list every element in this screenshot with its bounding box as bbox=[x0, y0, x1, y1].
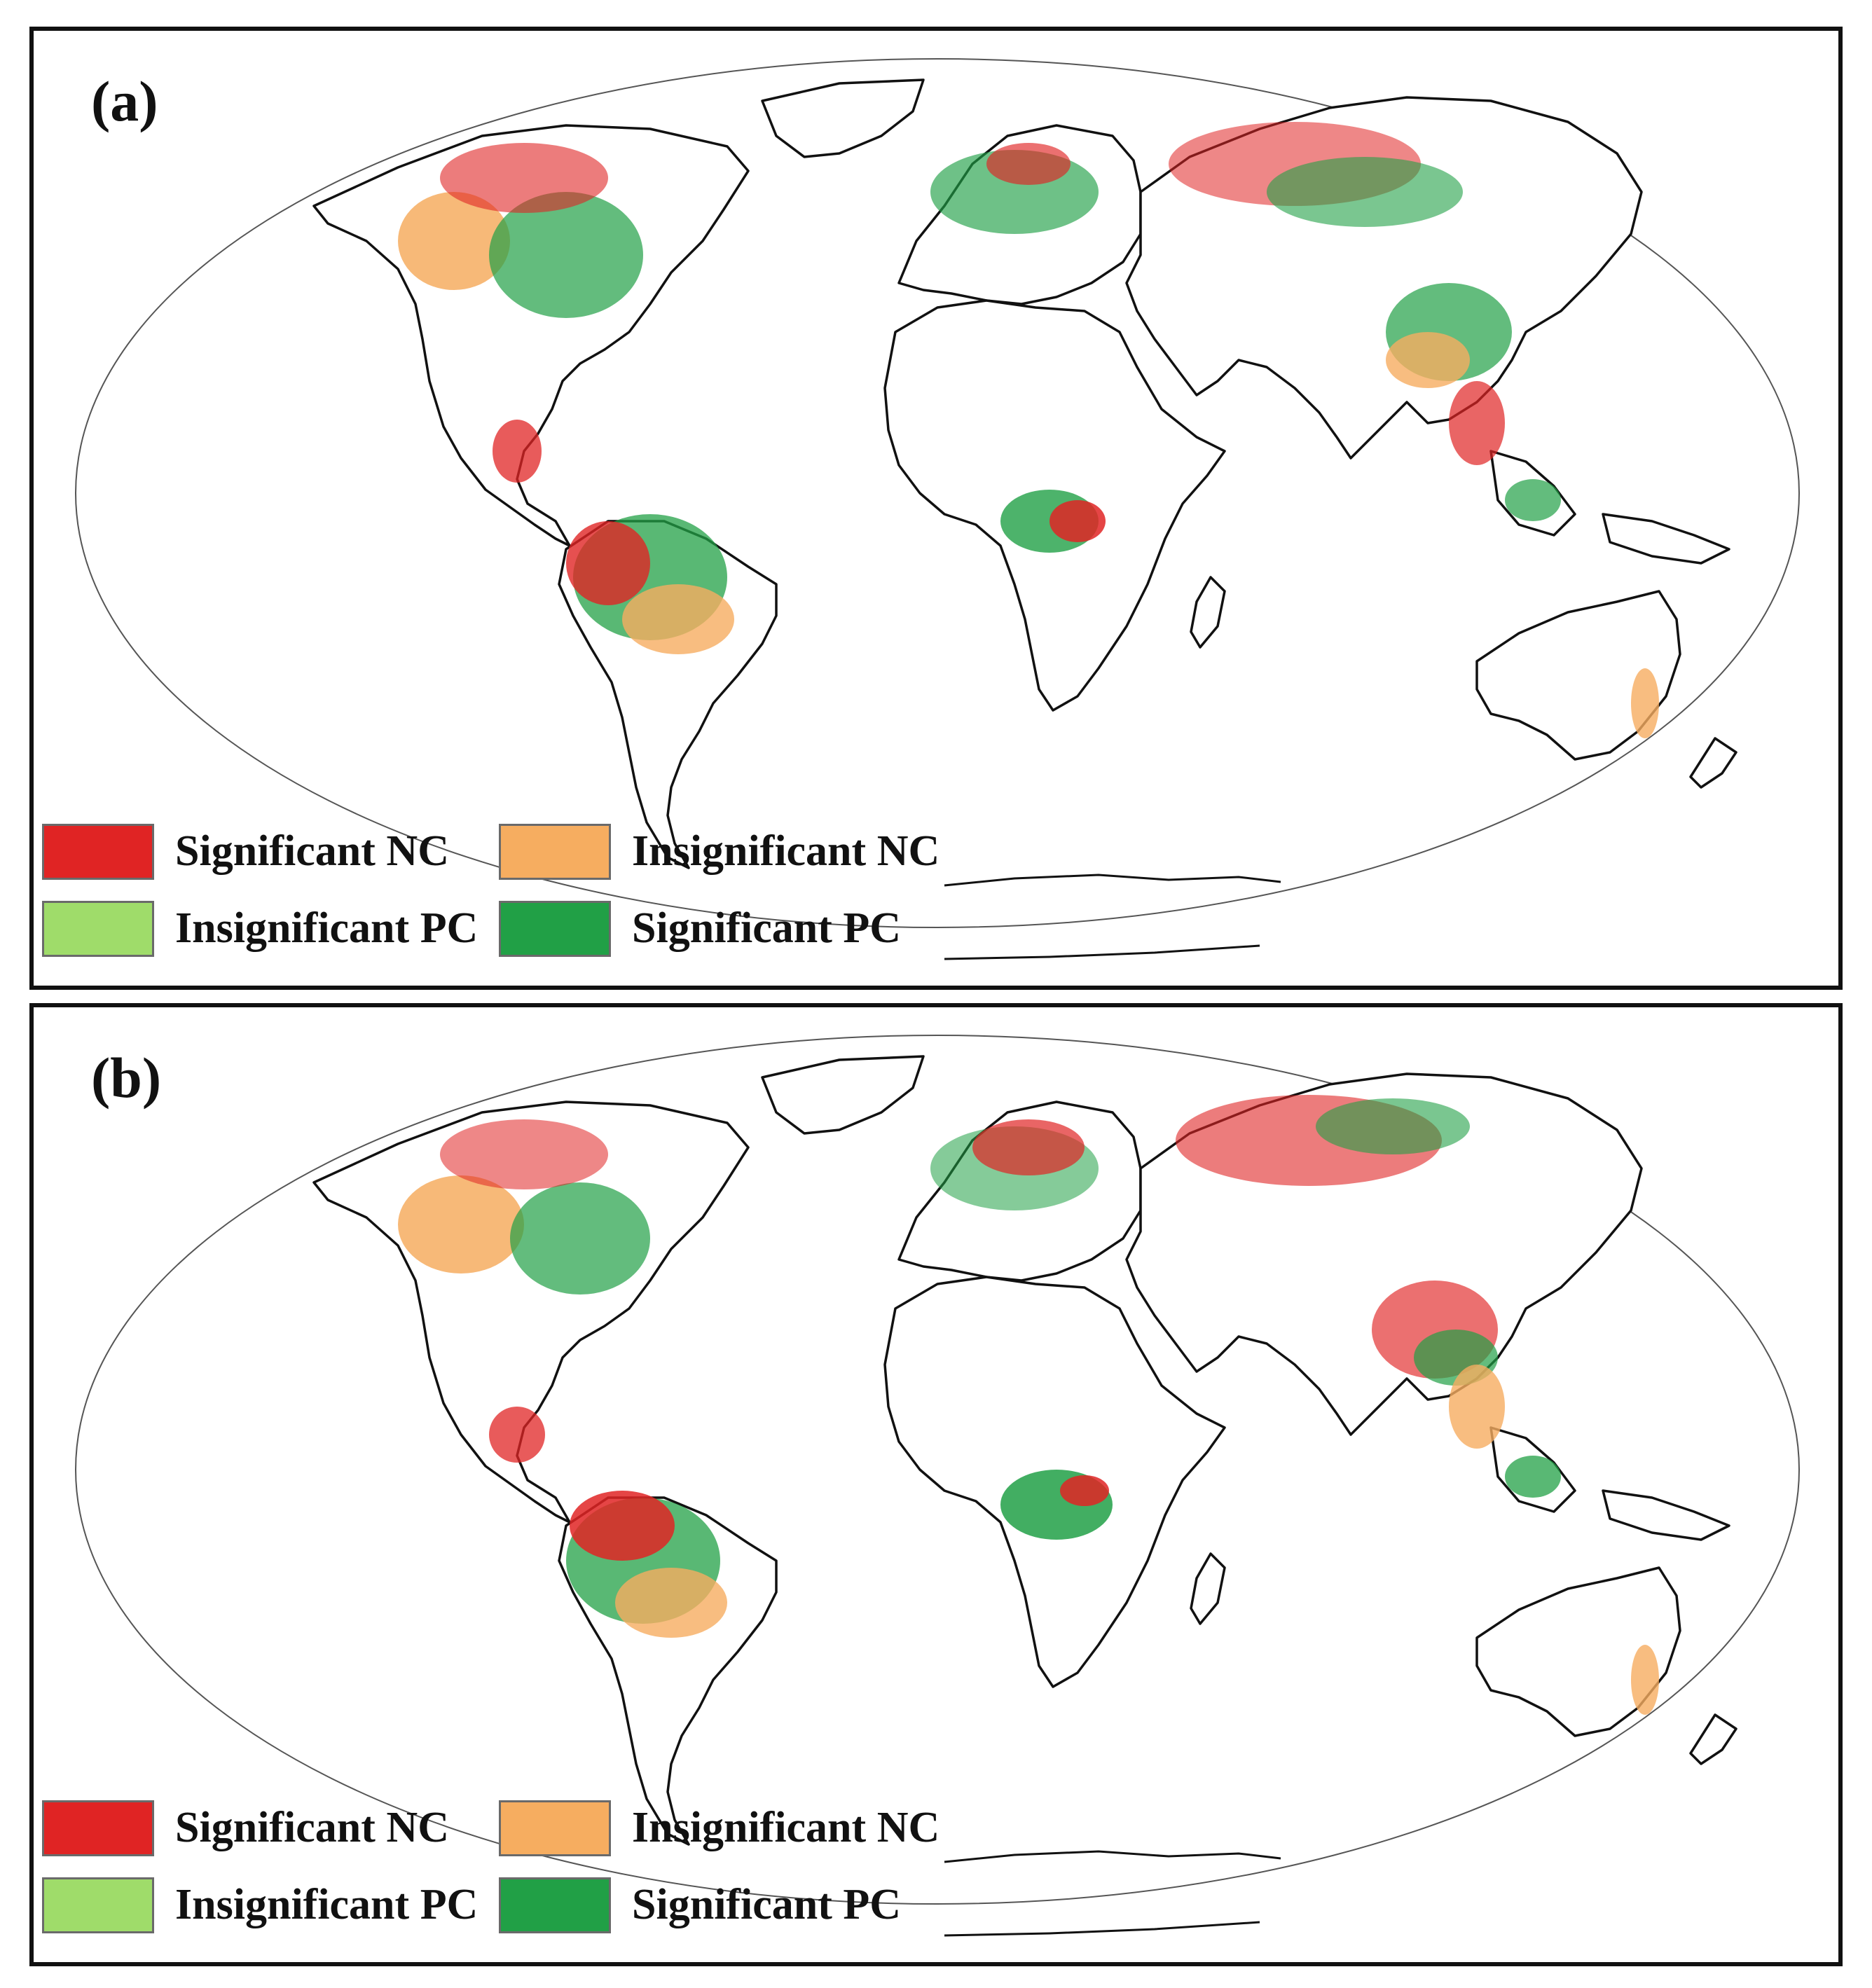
blob-europe-red bbox=[972, 1119, 1085, 1175]
legend: Significant NC Insignificant NC Insignif… bbox=[42, 824, 953, 978]
blob-north-america-west bbox=[398, 1175, 524, 1273]
greenland bbox=[761, 1055, 925, 1135]
legend-swatch-insignificant-pc bbox=[42, 901, 154, 957]
legend-label-insignificant-nc: Insignificant NC bbox=[632, 827, 940, 875]
legend-label-insignificant-pc: Insignificant PC bbox=[175, 904, 479, 952]
blob-amazon-red bbox=[570, 1491, 675, 1561]
blob-congo-red bbox=[1049, 500, 1106, 542]
blob-indonesia bbox=[1505, 1456, 1561, 1498]
trend-blobs bbox=[398, 1095, 1659, 1715]
blob-siberia-green bbox=[1316, 1098, 1470, 1154]
legend-label-significant-nc: Significant NC bbox=[175, 827, 449, 875]
antarctica-coastline bbox=[944, 1850, 1281, 1937]
blob-china-orange bbox=[1386, 332, 1470, 388]
legend-swatch-insignificant-pc bbox=[42, 1877, 154, 1933]
new-zealand bbox=[1689, 1713, 1737, 1765]
blob-north-america-east bbox=[489, 192, 643, 318]
blob-amazon-red bbox=[566, 521, 650, 605]
antarctica-coastline bbox=[944, 874, 1281, 960]
southeast-asia-islands bbox=[1489, 1426, 1730, 1541]
legend-swatch-significant-nc bbox=[42, 824, 154, 880]
legend-swatch-significant-nc bbox=[42, 1800, 154, 1856]
map-panel-b: (b) Significant NC Insignificant NC Insi… bbox=[29, 1003, 1843, 1966]
legend-label-insignificant-pc: Insignificant PC bbox=[175, 1881, 479, 1928]
blob-southeast-asia bbox=[1449, 381, 1505, 465]
blob-australia-east bbox=[1631, 1645, 1659, 1715]
legend-label-significant-nc: Significant NC bbox=[175, 1804, 449, 1851]
panel-label: (b) bbox=[91, 1046, 162, 1110]
blob-mexico bbox=[493, 420, 542, 483]
legend: Significant NC Insignificant NC Insignif… bbox=[42, 1800, 953, 1954]
greenland bbox=[761, 78, 925, 158]
madagascar bbox=[1190, 1552, 1226, 1625]
blob-indonesia bbox=[1505, 479, 1561, 521]
southeast-asia-islands bbox=[1489, 450, 1730, 565]
legend-label-insignificant-nc: Insignificant NC bbox=[632, 1804, 940, 1851]
madagascar bbox=[1190, 576, 1226, 649]
legend-swatch-significant-pc bbox=[499, 1877, 611, 1933]
map-panel-a: (a) Significant NC Insignificant NC Insi… bbox=[29, 27, 1843, 990]
panel-label: (a) bbox=[91, 69, 158, 133]
blob-amazon-orange bbox=[622, 584, 734, 654]
blob-north-america-east bbox=[510, 1182, 650, 1295]
blob-north-america-west bbox=[398, 192, 510, 290]
legend-swatch-insignificant-nc bbox=[499, 824, 611, 880]
legend-label-significant-pc: Significant PC bbox=[632, 1881, 902, 1928]
legend-swatch-significant-pc bbox=[499, 901, 611, 957]
blob-europe-red bbox=[986, 143, 1071, 185]
trend-blobs bbox=[398, 122, 1659, 738]
blob-amazon-orange bbox=[615, 1568, 727, 1638]
new-zealand bbox=[1689, 737, 1737, 789]
legend-swatch-insignificant-nc bbox=[499, 1800, 611, 1856]
blob-mexico bbox=[489, 1407, 545, 1463]
blob-canada bbox=[440, 143, 608, 213]
legend-label-significant-pc: Significant PC bbox=[632, 904, 902, 952]
blob-siberia-green bbox=[1267, 157, 1463, 227]
blob-southeast-asia bbox=[1449, 1365, 1505, 1449]
world-map-a bbox=[75, 58, 1800, 960]
blob-congo-red bbox=[1060, 1475, 1109, 1506]
blob-canada bbox=[440, 1119, 608, 1189]
blob-australia-east bbox=[1631, 668, 1659, 738]
world-map-b bbox=[75, 1035, 1800, 1937]
